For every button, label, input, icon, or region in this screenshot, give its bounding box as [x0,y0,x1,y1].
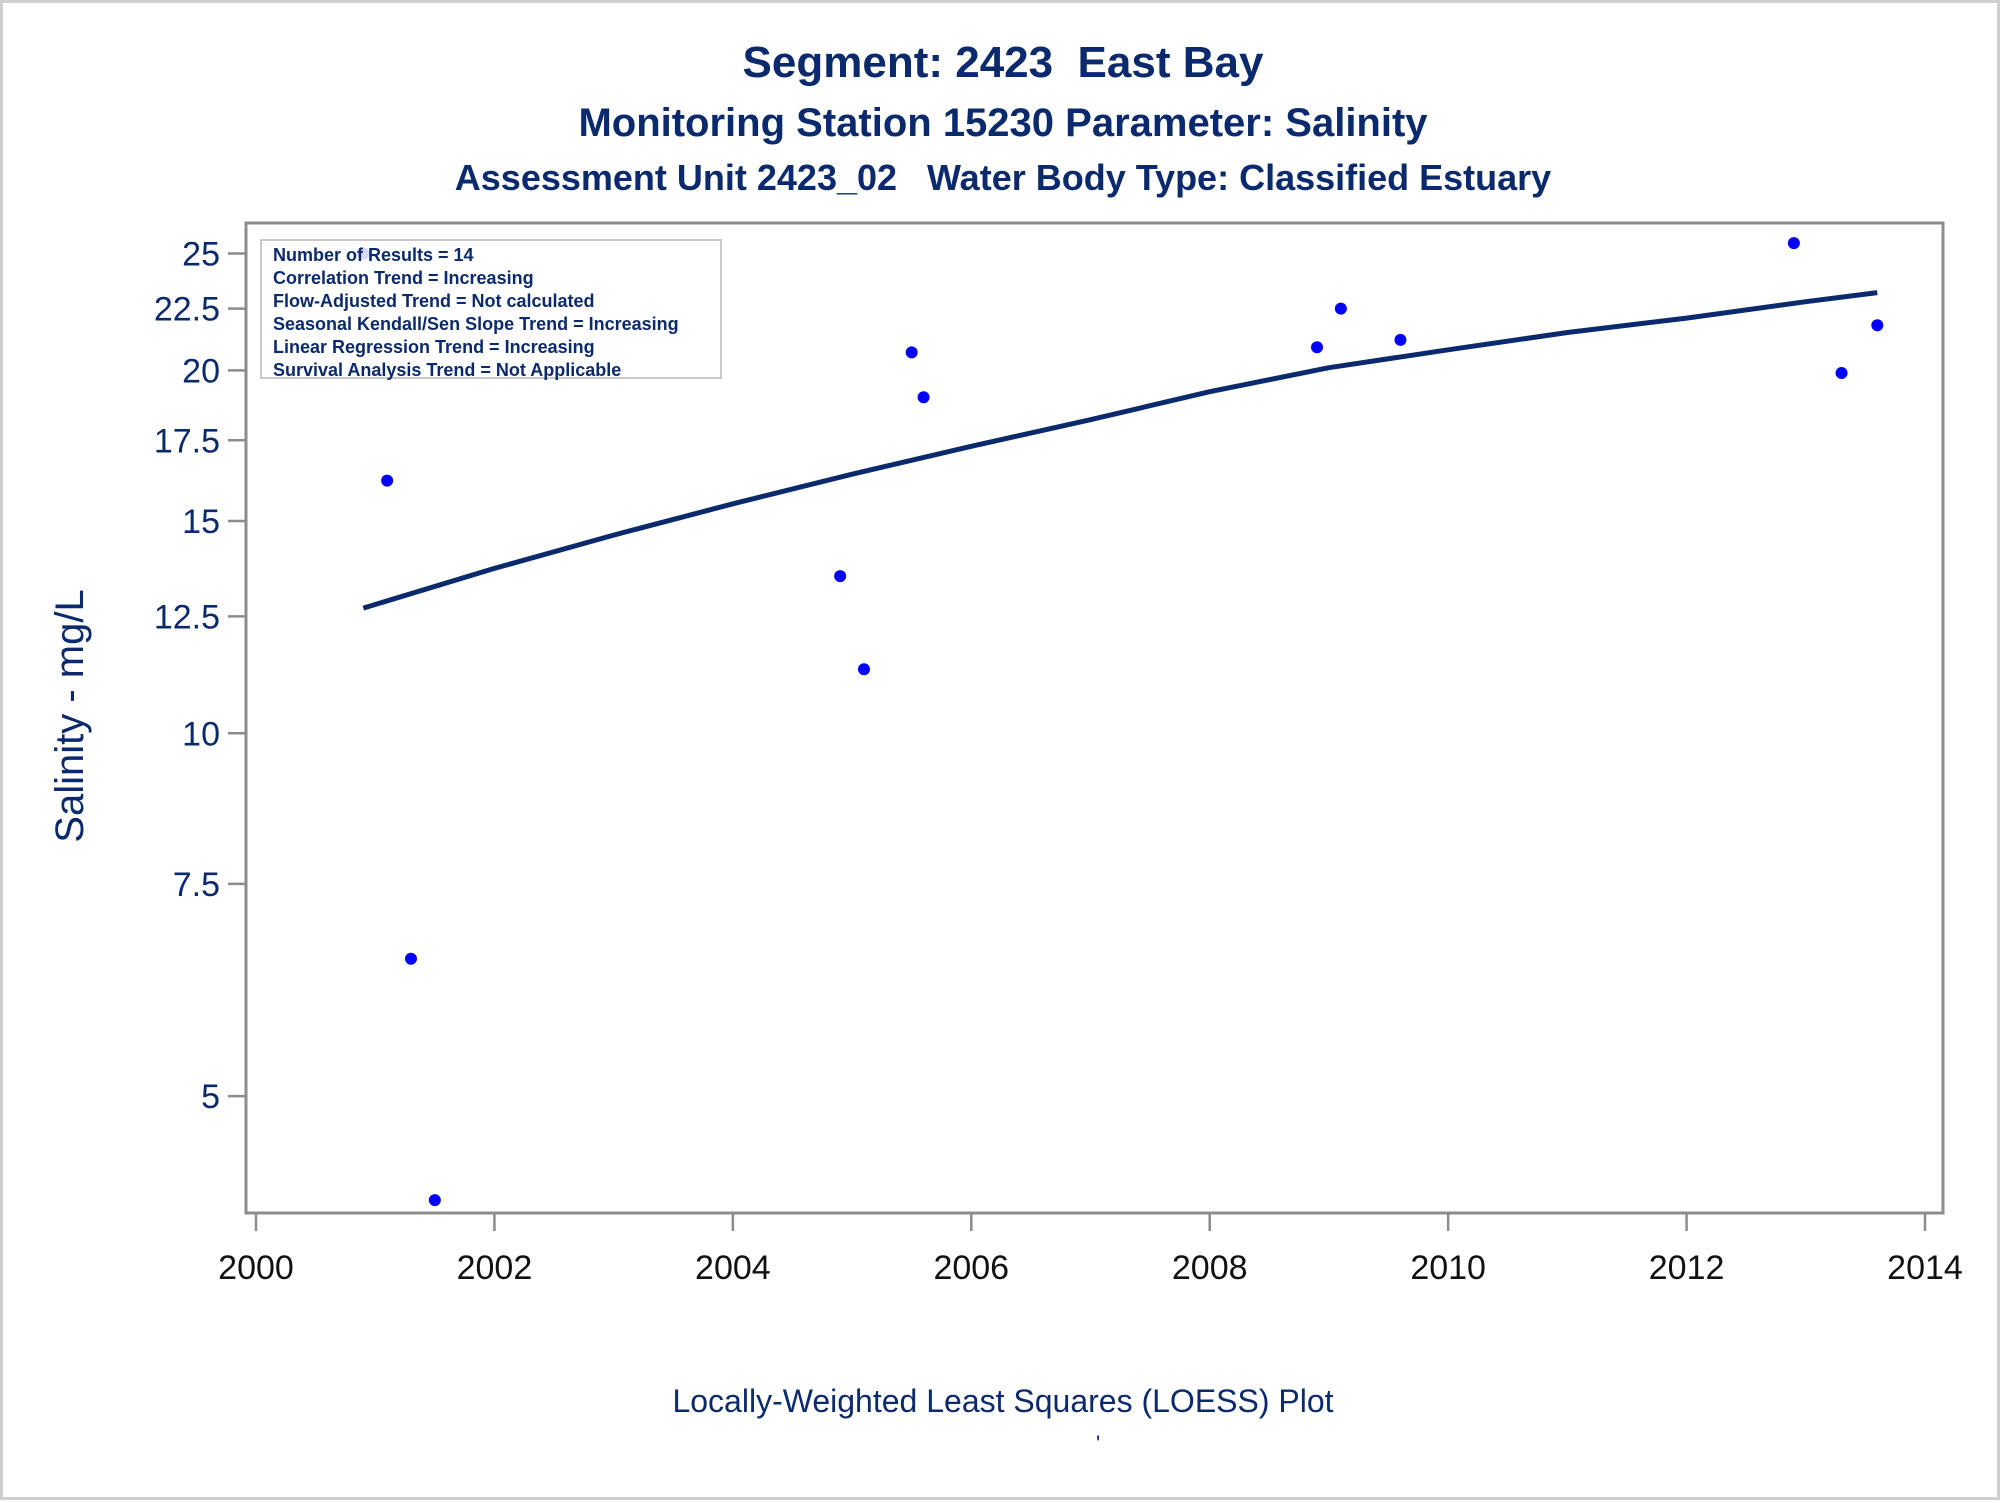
data-point [857,663,870,676]
chart-subtitle-2: Assessment Unit 2423_02 Water Body Type:… [454,157,1552,198]
data-point [1871,319,1884,332]
y-tick-label: 17.5 [154,422,220,460]
footnote-mark: ' [1096,1431,1101,1456]
data-point [1835,366,1848,379]
plot-area-border [244,221,1945,1215]
data-point [1787,237,1800,250]
data-point [834,570,847,583]
data-point [428,1194,441,1207]
y-tick-label: 22.5 [154,291,220,329]
chart-title: Segment: 2423 East Bay [742,38,1264,87]
y-tick-label: 25 [182,236,220,274]
x-tick-label: 2010 [1410,1249,1486,1287]
stat-number-of-results: Number of Results = 14 [273,245,474,265]
chart-footnote: Locally-Weighted Least Squares (LOESS) P… [672,1383,1334,1419]
x-tick-label: 2008 [1172,1249,1248,1287]
y-tick-label: 10 [182,715,220,753]
y-tick-label: 12.5 [154,598,220,636]
loess-line [362,290,1878,611]
stats-box: Number of Results = 14 Correlation Trend… [260,239,722,380]
data-point [917,391,930,404]
data-point [404,952,417,965]
y-axis-label: Salinity - mg/L [48,589,92,842]
chart-canvas: 5 7.5 10 12.5 15 17.5 20 22.5 25 2000 2002 2004 2006… [48,221,1963,1287]
x-tick-label: 2004 [695,1249,771,1287]
y-tick-label: 15 [182,503,220,541]
x-tick-label: 2012 [1649,1249,1725,1287]
x-tick-label: 2002 [457,1249,533,1287]
stat-correlation-trend: Correlation Trend = Increasing [273,268,534,288]
stat-linear-regression-trend: Linear Regression Trend = Increasing [273,337,595,357]
stat-seasonal-kendall-trend: Seasonal Kendall/Sen Slope Trend = Incre… [273,314,679,334]
data-point [1311,341,1324,354]
x-tick-label: 2014 [1887,1249,1963,1287]
y-tick-label: 5 [201,1078,220,1116]
stat-flow-adjusted-trend: Flow-Adjusted Trend = Not calculated [273,291,595,311]
y-tick-label: 7.5 [173,866,220,904]
chart-subtitle: Monitoring Station 15230 Parameter: Sali… [578,101,1428,145]
x-tick-label: 2006 [933,1249,1009,1287]
data-point [1334,302,1347,315]
y-tick-label: 20 [182,352,220,390]
data-point [905,346,918,359]
data-point [381,474,394,487]
stat-survival-analysis-trend: Survival Analysis Trend = Not Applicable [273,360,622,380]
x-tick-label: 2000 [218,1249,294,1287]
data-point [1394,333,1407,346]
